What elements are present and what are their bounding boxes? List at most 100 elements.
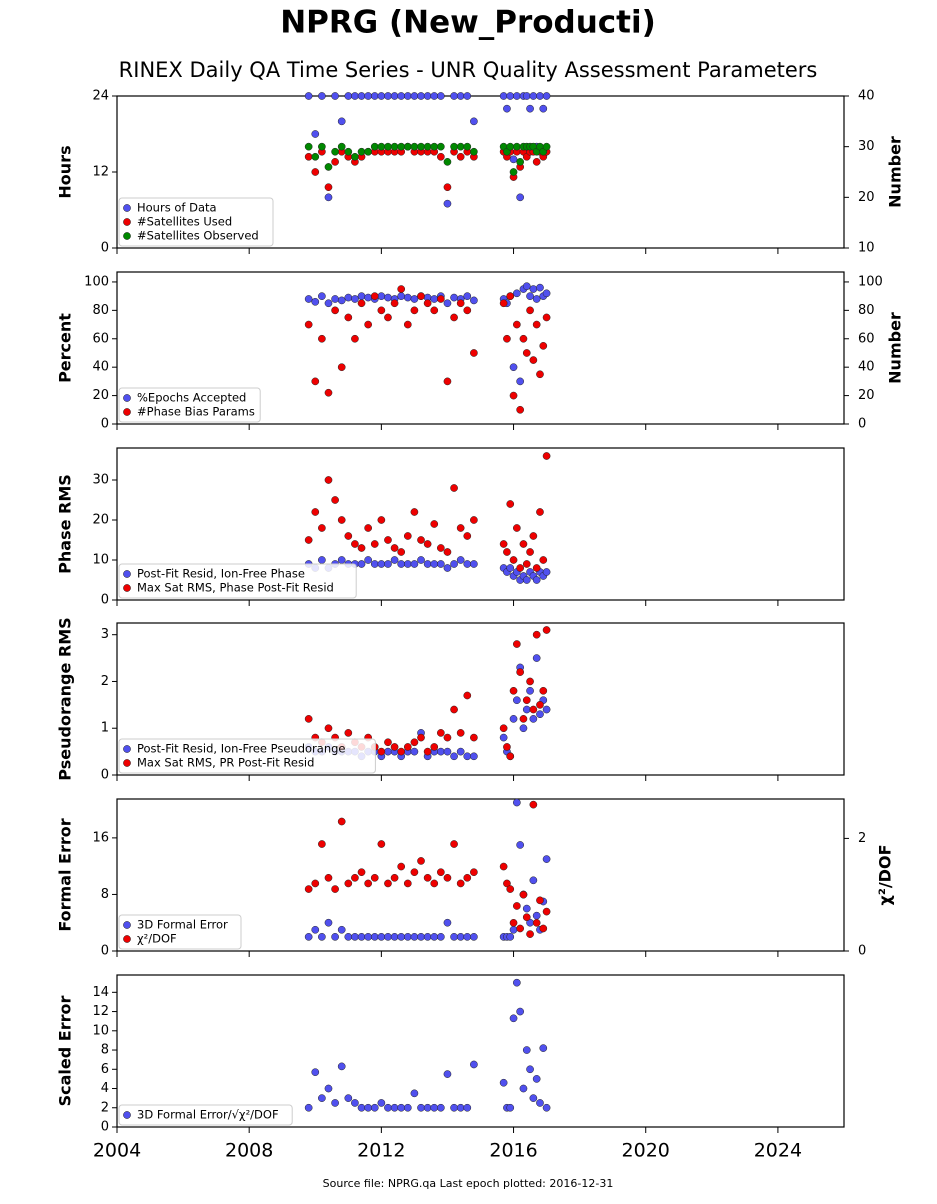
data-point xyxy=(443,733,452,742)
y-tick-label: 8 xyxy=(101,887,109,902)
data-point xyxy=(529,92,538,100)
data-point xyxy=(377,142,386,151)
data-point xyxy=(450,1103,458,1112)
data-point xyxy=(304,933,313,941)
data-point xyxy=(397,747,406,756)
data-point xyxy=(364,1103,372,1112)
legend-marker xyxy=(123,394,131,402)
y2-tick-label: 40 xyxy=(858,89,875,104)
data-point xyxy=(463,752,472,761)
legend-box xyxy=(118,563,357,599)
data-point xyxy=(351,295,359,303)
data-point xyxy=(364,320,372,329)
data-point xyxy=(311,377,320,386)
data-point xyxy=(470,349,478,357)
data-point xyxy=(536,370,544,379)
x-tick-label: 2016 xyxy=(489,1140,537,1162)
y-tick-label: 10 xyxy=(92,553,109,568)
data-point xyxy=(403,320,412,329)
data-point xyxy=(331,1099,339,1107)
data-point xyxy=(370,873,379,882)
data-point xyxy=(384,933,392,941)
data-point xyxy=(443,548,452,556)
data-point xyxy=(463,142,472,151)
legend-marker xyxy=(123,570,131,578)
y-tick-label: 20 xyxy=(92,388,109,403)
data-point xyxy=(384,560,392,568)
y-tick-label: 16 xyxy=(92,830,109,845)
y-tick-label: 0 xyxy=(101,944,109,959)
data-point xyxy=(522,1046,531,1054)
data-point xyxy=(403,743,412,751)
legend-marker xyxy=(123,759,131,767)
data-point xyxy=(410,868,419,877)
legend: 3D Formal Error/√χ²/DOF xyxy=(118,1104,293,1126)
data-point xyxy=(397,142,406,151)
data-point xyxy=(430,92,439,100)
data-point xyxy=(450,293,458,302)
axes-frame xyxy=(116,974,845,1128)
data-point xyxy=(532,295,541,303)
data-point xyxy=(470,516,478,524)
data-point xyxy=(351,933,359,941)
legend-label: %Epochs Accepted xyxy=(137,391,246,405)
data-point xyxy=(443,564,452,572)
data-point xyxy=(318,524,326,532)
y-tick-label: 14 xyxy=(92,985,109,1000)
data-point xyxy=(344,879,353,888)
data-point xyxy=(403,142,412,151)
data-point xyxy=(351,334,359,343)
data-point xyxy=(519,540,528,548)
data-point xyxy=(509,715,518,723)
data-point xyxy=(390,142,399,151)
data-point xyxy=(526,677,534,686)
data-point xyxy=(436,152,445,161)
data-point xyxy=(344,313,353,322)
data-point xyxy=(337,516,346,524)
x-tick-label: 2012 xyxy=(357,1140,405,1162)
data-point xyxy=(509,556,518,564)
data-point xyxy=(331,496,339,504)
data-point xyxy=(403,92,412,100)
data-point xyxy=(304,536,313,544)
data-point xyxy=(364,92,372,100)
y2-tick-label: 20 xyxy=(858,388,875,403)
data-point xyxy=(417,933,425,941)
legend-box xyxy=(118,914,242,950)
data-point xyxy=(324,299,333,308)
data-point xyxy=(450,933,458,941)
data-point xyxy=(513,320,521,329)
legend-marker xyxy=(123,584,131,592)
data-point xyxy=(311,925,320,934)
data-point xyxy=(529,715,538,723)
data-point xyxy=(337,117,346,126)
title: NPRG (New_Producti) xyxy=(280,5,656,41)
data-point xyxy=(509,363,518,372)
y2-tick-label: 0 xyxy=(858,417,866,432)
data-point xyxy=(463,933,472,941)
data-point xyxy=(357,147,366,156)
legend-box xyxy=(118,387,261,423)
x-tick-label: 2008 xyxy=(225,1140,273,1162)
data-point xyxy=(463,560,472,568)
data-point xyxy=(536,896,544,905)
data-point xyxy=(377,747,386,756)
data-point xyxy=(331,885,339,893)
data-point xyxy=(384,879,392,888)
data-point xyxy=(499,92,508,100)
y2-tick-label: 60 xyxy=(858,331,875,346)
y-tick-label: 60 xyxy=(92,331,109,346)
data-point xyxy=(470,733,478,742)
y-tick-label: 0 xyxy=(101,241,109,256)
data-point xyxy=(377,292,386,300)
y-tick-label: 0 xyxy=(101,1120,109,1135)
data-point xyxy=(410,560,419,568)
data-point xyxy=(519,724,528,733)
data-point xyxy=(509,686,518,695)
data-point xyxy=(318,840,326,848)
data-point xyxy=(539,1044,548,1052)
data-point xyxy=(384,313,392,322)
y2-tick-label: 2 xyxy=(858,831,866,846)
plot-area: 0 10 20 30 Phase RMS Post-Fit Resid, Ion-Free… xyxy=(56,447,845,608)
data-point xyxy=(397,292,406,300)
